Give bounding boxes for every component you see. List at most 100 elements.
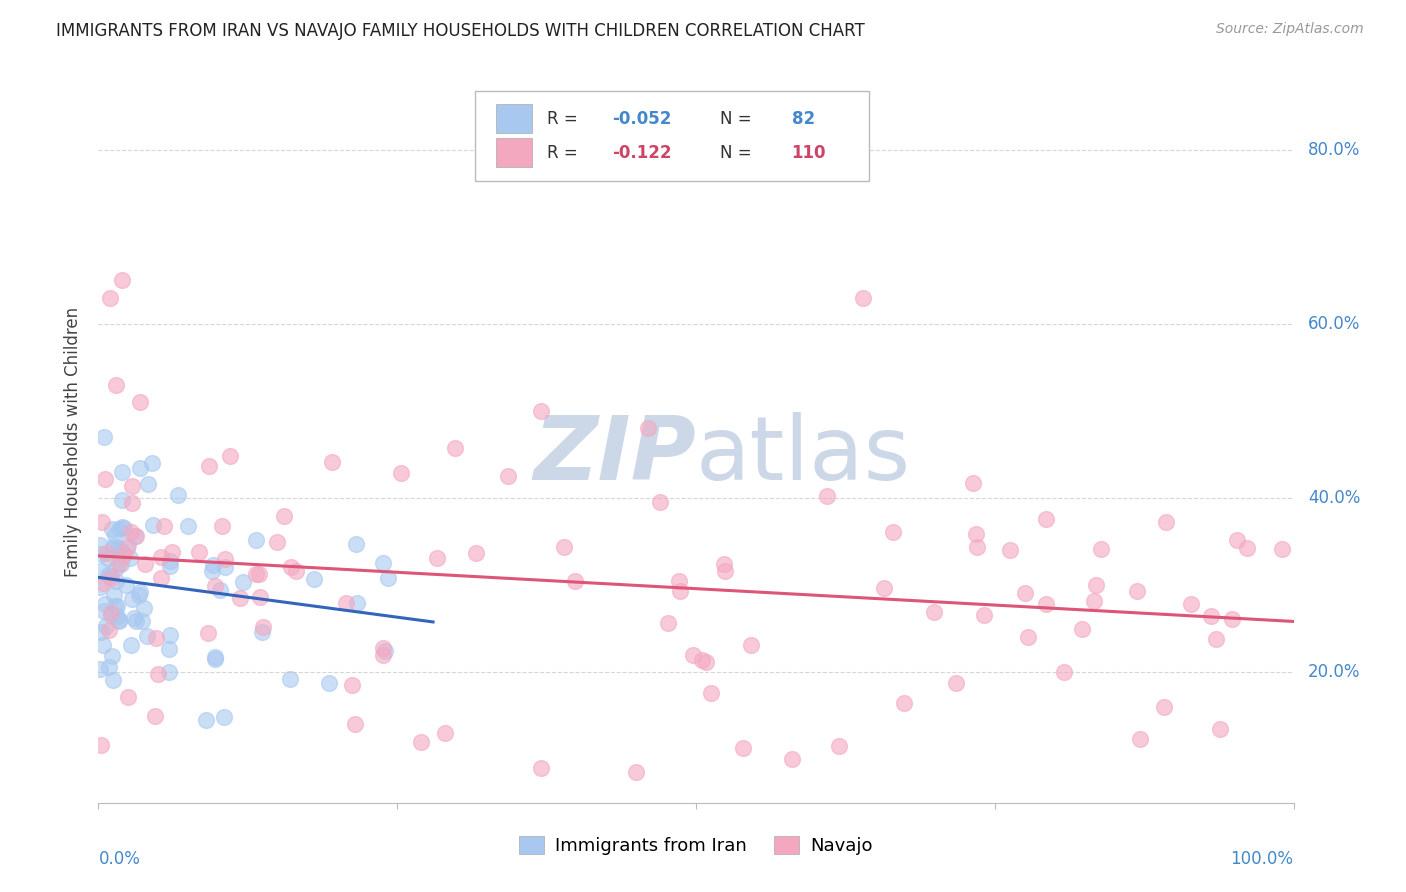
Immigrants from Iran [245,533,267,547]
Navajo [713,557,735,571]
Navajo [1083,594,1105,608]
Navajo [530,761,553,775]
Navajo [1271,542,1294,557]
Navajo [1000,542,1022,557]
Immigrants from Iran [111,465,134,479]
Immigrants from Iran [208,582,231,597]
Immigrants from Iran [97,568,120,582]
Immigrants from Iran [110,558,132,572]
Navajo [780,752,803,766]
Navajo [553,541,575,555]
Navajo [96,546,118,560]
Immigrants from Iran [344,537,367,551]
Navajo [852,291,875,305]
FancyBboxPatch shape [475,91,869,181]
Navajo [1035,512,1057,526]
Immigrants from Iran [90,547,112,561]
Immigrants from Iran [94,618,117,632]
Immigrants from Iran [120,639,142,653]
Navajo [198,459,221,474]
Navajo [1090,541,1112,556]
Navajo [91,575,114,590]
Navajo [111,273,134,287]
Navajo [668,583,690,598]
Text: Source: ZipAtlas.com: Source: ZipAtlas.com [1216,22,1364,37]
Navajo [197,626,219,640]
Immigrants from Iran [98,568,121,582]
Text: 0.0%: 0.0% [98,850,141,868]
Immigrants from Iran [90,625,112,640]
Navajo [94,472,117,486]
Navajo [321,455,343,469]
Text: 60.0%: 60.0% [1308,315,1360,333]
Immigrants from Iran [159,558,181,573]
Navajo [91,515,114,529]
Immigrants from Iran [93,430,115,444]
Text: -0.122: -0.122 [613,144,672,161]
Navajo [121,496,143,510]
Navajo [893,696,915,710]
Navajo [204,579,226,593]
Immigrants from Iran [101,648,124,663]
Immigrants from Iran [104,599,127,613]
Legend: Immigrants from Iran, Navajo: Immigrants from Iran, Navajo [512,830,880,863]
Navajo [426,550,449,565]
Navajo [966,541,988,555]
Text: IMMIGRANTS FROM IRAN VS NAVAJO FAMILY HOUSEHOLDS WITH CHILDREN CORRELATION CHART: IMMIGRANTS FROM IRAN VS NAVAJO FAMILY HO… [56,22,865,40]
Immigrants from Iran [195,713,218,727]
Navajo [682,648,704,663]
Text: R =: R = [547,110,582,128]
Immigrants from Iran [112,521,135,535]
Navajo [434,726,457,740]
Navajo [145,632,167,646]
Immigrants from Iran [157,665,180,680]
Navajo [285,564,308,578]
Navajo [1071,622,1094,636]
Immigrants from Iran [142,518,165,533]
Immigrants from Iran [117,537,139,551]
Navajo [496,468,519,483]
Navajo [700,686,723,700]
Immigrants from Iran [377,571,399,585]
Navajo [120,524,142,539]
Navajo [252,619,274,633]
Navajo [273,509,295,524]
Navajo [371,641,394,656]
Navajo [1084,578,1107,592]
Navajo [1035,598,1057,612]
Immigrants from Iran [122,611,145,625]
Immigrants from Iran [204,651,226,665]
Navajo [962,476,984,491]
Text: 20.0%: 20.0% [1308,664,1361,681]
Navajo [714,564,737,578]
Immigrants from Iran [201,564,224,578]
Text: ZIP: ZIP [533,412,696,500]
Immigrants from Iran [107,541,129,556]
Navajo [389,466,412,480]
Navajo [945,676,967,690]
Navajo [1226,533,1249,548]
Immigrants from Iran [131,615,153,629]
Immigrants from Iran [101,523,124,537]
Navajo [922,605,945,619]
Navajo [371,648,394,662]
Immigrants from Iran [107,522,129,536]
Navajo [695,655,717,669]
Navajo [564,574,586,588]
Immigrants from Iran [202,558,225,573]
Text: 80.0%: 80.0% [1308,141,1360,159]
Text: N =: N = [720,144,756,161]
Navajo [1180,597,1202,611]
Immigrants from Iran [132,600,155,615]
Immigrants from Iran [136,629,159,643]
Navajo [129,395,152,409]
Navajo [280,560,302,574]
Immigrants from Iran [97,660,120,674]
Immigrants from Iran [204,649,226,664]
Navajo [637,421,659,435]
Navajo [965,527,987,541]
Immigrants from Iran [120,551,142,566]
Immigrants from Iran [121,592,143,607]
Immigrants from Iran [159,628,181,642]
Navajo [149,549,172,564]
